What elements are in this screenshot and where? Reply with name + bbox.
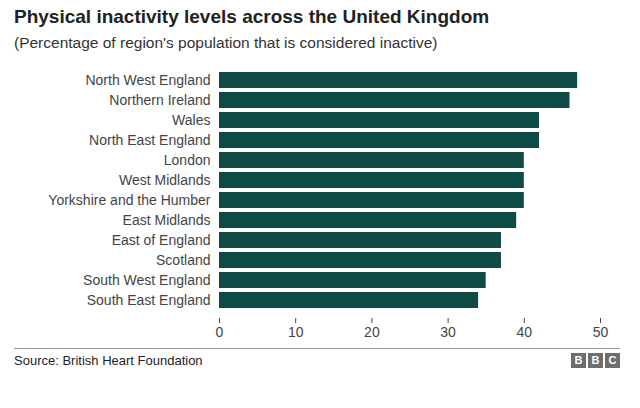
html-text:Source: British Heart Foundati: Source: British Heart Foundation bbox=[14, 353, 203, 368]
svg-text:Northern Ireland: Northern Ireland bbox=[109, 92, 210, 108]
html-text:B: B bbox=[574, 354, 583, 366]
html-text:Physical inactivity levels acr: Physical inactivity levels across the Un… bbox=[14, 6, 490, 27]
svg-text:East Midlands: East Midlands bbox=[123, 212, 211, 228]
html-text:(Percentage of region's popula: (Percentage of region's population that … bbox=[14, 34, 438, 51]
svg-text:10: 10 bbox=[288, 324, 304, 340]
svg-text:50: 50 bbox=[593, 324, 609, 340]
svg-text:East of England: East of England bbox=[112, 232, 211, 248]
svg-text:0: 0 bbox=[216, 324, 224, 340]
svg-text:North East England: North East England bbox=[89, 132, 210, 148]
svg-text:Yorkshire and the Humber: Yorkshire and the Humber bbox=[48, 192, 210, 208]
svg-text:London: London bbox=[164, 152, 211, 168]
svg-text:North West England: North West England bbox=[85, 72, 210, 88]
html-text:B: B bbox=[591, 354, 600, 366]
svg-text:Scotland: Scotland bbox=[156, 252, 210, 268]
svg-text:West Midlands: West Midlands bbox=[119, 172, 211, 188]
svg-text:Wales: Wales bbox=[172, 112, 210, 128]
svg-text:20: 20 bbox=[364, 324, 380, 340]
svg-text:40: 40 bbox=[517, 324, 533, 340]
svg-text:South East England: South East England bbox=[87, 292, 211, 308]
svg-text:South West England: South West England bbox=[83, 272, 210, 288]
svg-text:30: 30 bbox=[440, 324, 456, 340]
html-text:C: C bbox=[608, 354, 617, 366]
